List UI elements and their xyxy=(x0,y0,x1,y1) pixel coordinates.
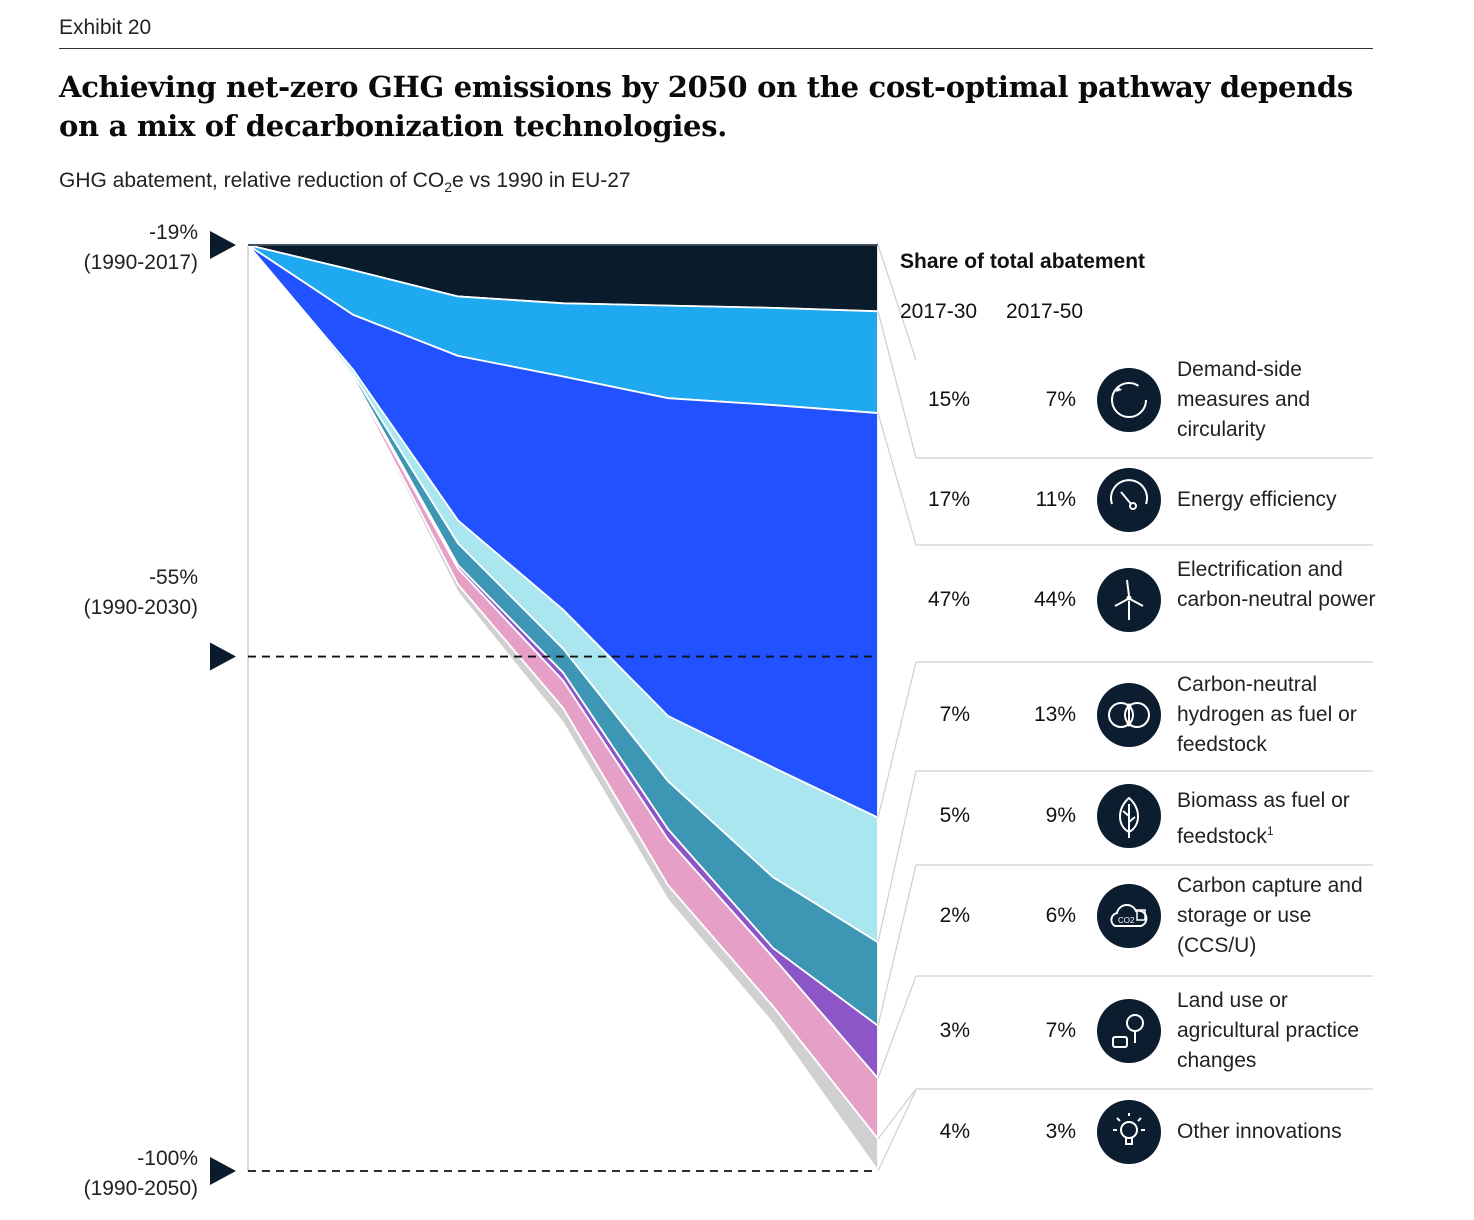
connector-line xyxy=(877,770,917,943)
share-row: 47% 44% Electrification and carbon-neutral… xyxy=(916,558,1375,640)
subtitle-text: GHG abatement, relative reduction of CO xyxy=(59,169,445,192)
category-label: Other innovations xyxy=(1177,1120,1342,1143)
share-2017-50: 44% xyxy=(1033,588,1076,611)
marker-triangle-icon xyxy=(210,1157,236,1185)
share-row: 4% 3% Other innovations xyxy=(916,1092,1372,1172)
hydrogen-molecule-icon xyxy=(1097,683,1161,747)
share-2017-50: 7% xyxy=(1045,388,1076,411)
tree-cow-icon xyxy=(1097,999,1161,1063)
share-2017-50: 13% xyxy=(1033,703,1076,726)
connector-line xyxy=(877,1089,917,1172)
connector-line xyxy=(877,244,917,361)
category-label: Land use or agricultural practice change… xyxy=(1177,989,1360,1072)
share-2017-50: 11% xyxy=(1035,488,1076,511)
share-row: 2% 6% CO2 Carbon capture and storage or use… xyxy=(916,874,1372,957)
share-2017-30: 7% xyxy=(939,703,970,726)
share-row: 15% 7% Demand-side measures and circularit… xyxy=(916,358,1372,441)
leaf-icon xyxy=(1097,784,1161,848)
category-label: Carbon-neutral hydrogen as fuel or feeds… xyxy=(1177,673,1357,756)
svg-text:CO2: CO2 xyxy=(1118,916,1135,925)
share-2017-30: 15% xyxy=(927,388,970,411)
category-label: Electrification and carbon-neutral power xyxy=(1177,558,1376,611)
chart-title: Achieving net-zero GHG emissions by 2050… xyxy=(59,70,1353,143)
wind-turbine-icon xyxy=(1097,568,1161,632)
footnote-marker: 1 xyxy=(1266,824,1274,838)
share-2017-50: 7% xyxy=(1045,1019,1076,1042)
gauge-icon xyxy=(1097,468,1161,532)
column-header-2017-30: 2017-30 xyxy=(900,300,978,323)
circular-arrow-icon xyxy=(1097,368,1161,432)
y-marker-label-2050: -100% (1990-2050) xyxy=(83,1147,198,1200)
chart-subtitle: GHG abatement, relative reduction of CO2… xyxy=(59,169,631,195)
y-marker-label-2017: -19% (1990-2017) xyxy=(83,221,198,274)
marker-triangle-icon xyxy=(210,231,236,259)
share-2017-30: 2% xyxy=(939,904,970,927)
exhibit-label: Exhibit 20 xyxy=(59,16,152,39)
lightbulb-icon xyxy=(1097,1100,1161,1164)
share-2017-50: 3% xyxy=(1045,1120,1076,1143)
subtitle-subscript: 2 xyxy=(444,179,452,196)
share-2017-30: 4% xyxy=(939,1120,970,1143)
share-row: 5% 9% Biomass as fuel or feedstock1 xyxy=(916,776,1372,856)
area-8 xyxy=(247,244,879,1172)
connector-line xyxy=(877,661,917,818)
category-label: Carbon capture and storage or use (CCS/U… xyxy=(1177,874,1363,957)
connector-line xyxy=(877,864,917,1026)
subtitle-text-end: e vs 1990 in EU-27 xyxy=(451,169,631,192)
header-rule xyxy=(59,48,1373,49)
category-label: Energy efficiency xyxy=(1177,488,1337,511)
connector-line xyxy=(877,412,917,546)
share-2017-30: 47% xyxy=(927,588,970,611)
marker-triangle-icon xyxy=(210,642,236,671)
share-heading: Share of total abatement xyxy=(900,250,1146,273)
share-2017-50: 6% xyxy=(1045,904,1076,927)
y-marker-label-2030: -55% (1990-2030) xyxy=(83,566,198,619)
share-2017-50: 9% xyxy=(1045,804,1076,827)
connector-line xyxy=(877,311,917,459)
share-row: 7% 13% Carbon-neutral hydrogen as fuel or … xyxy=(916,673,1372,756)
share-row: 17% 11% Energy efficiency xyxy=(916,460,1372,540)
connector-line xyxy=(877,1088,917,1140)
category-label: Biomass as fuel or feedstock1 xyxy=(1177,789,1350,848)
category-label: Demand-side measures and circularity xyxy=(1177,358,1311,441)
share-row: 3% 7% Land use or agricultural practice ch… xyxy=(916,989,1372,1072)
co2-cloud-icon: CO2 xyxy=(1097,884,1161,948)
connector-line xyxy=(877,975,917,1079)
column-header-2017-50: 2017-50 xyxy=(1006,300,1084,323)
share-2017-30: 5% xyxy=(939,804,970,827)
share-2017-30: 17% xyxy=(927,488,970,511)
share-2017-30: 3% xyxy=(939,1019,970,1042)
